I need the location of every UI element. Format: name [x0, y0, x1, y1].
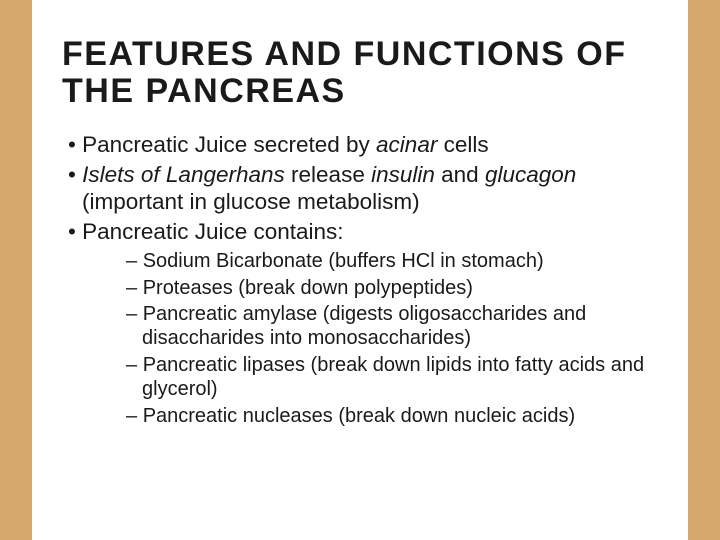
- sub-bullet-item: Pancreatic nucleases (break down nucleic…: [124, 404, 662, 428]
- left-accent-bar: [0, 0, 32, 540]
- sub-bullet-list: Sodium Bicarbonate (buffers HCl in stoma…: [82, 249, 662, 428]
- bullet-item: Pancreatic Juice secreted by acinar cell…: [62, 131, 662, 158]
- bullet-item: Islets of Langerhans release insulin and…: [62, 161, 662, 216]
- bullet-item: Pancreatic Juice contains: Sodium Bicarb…: [62, 218, 662, 428]
- sub-bullet-item: Proteases (break down polypeptides): [124, 276, 662, 300]
- italic-run: glucagon: [485, 162, 576, 187]
- slide-title: FEATURES AND FUNCTIONS OF THE PANCREAS: [62, 36, 662, 109]
- italic-run: Islets of Langerhans: [82, 162, 285, 187]
- italic-run: insulin: [371, 162, 435, 187]
- sub-bullet-item: Pancreatic amylase (digests oligosacchar…: [124, 302, 662, 351]
- sub-bullet-item: Pancreatic lipases (break down lipids in…: [124, 353, 662, 402]
- text-run: (important in glucose metabolism): [82, 189, 420, 214]
- bullet-list: Pancreatic Juice secreted by acinar cell…: [62, 131, 662, 427]
- sub-bullet-item: Sodium Bicarbonate (buffers HCl in stoma…: [124, 249, 662, 273]
- text-run: Pancreatic Juice contains:: [82, 219, 343, 244]
- text-run: Pancreatic Juice secreted by: [82, 132, 376, 157]
- text-run: and: [435, 162, 485, 187]
- italic-run: acinar: [376, 132, 437, 157]
- text-run: release: [285, 162, 371, 187]
- right-accent-bar: [688, 0, 720, 540]
- slide-content: FEATURES AND FUNCTIONS OF THE PANCREAS P…: [62, 36, 662, 430]
- text-run: cells: [437, 132, 488, 157]
